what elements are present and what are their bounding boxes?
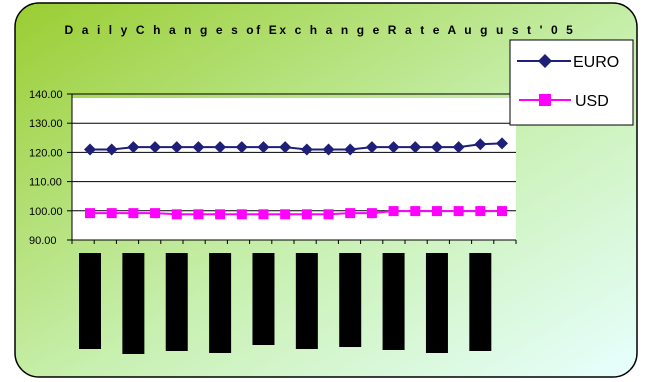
data-point <box>128 208 139 219</box>
series-layer <box>84 137 508 220</box>
data-point <box>497 206 507 217</box>
data-point <box>193 209 204 220</box>
x-tick-label-bar <box>339 253 362 347</box>
data-point <box>235 141 248 154</box>
data-point <box>323 209 334 220</box>
x-tick-label-bar <box>122 253 145 354</box>
data-point <box>279 141 292 154</box>
data-point <box>475 206 486 217</box>
chart-title: D a i l y C h a n g e s of Ex c h a n g … <box>65 23 576 37</box>
data-point <box>192 141 205 154</box>
data-point <box>301 209 312 220</box>
data-point <box>106 208 117 219</box>
legend-usd-marker <box>539 94 551 106</box>
x-tick-label-bar <box>165 253 188 351</box>
legend-box <box>509 39 634 126</box>
data-point <box>105 143 118 156</box>
data-point <box>300 143 313 156</box>
data-point <box>366 208 377 219</box>
data-point <box>127 141 140 154</box>
data-point <box>452 141 465 154</box>
x-tick-label-bar <box>209 253 232 353</box>
data-point <box>84 143 96 156</box>
y-axis: 140.00 130.00 120.00 110.00 100.00 90.00 <box>29 89 517 247</box>
legend: EURO USD <box>509 39 634 126</box>
data-point <box>345 208 356 219</box>
y-tick-label: 140.00 <box>29 89 63 101</box>
data-point <box>365 141 378 154</box>
data-point <box>430 141 443 154</box>
x-tick-label-bar <box>252 253 275 345</box>
data-point <box>474 138 487 151</box>
data-point <box>322 143 335 156</box>
data-point <box>170 141 183 154</box>
legend-usd-label: USD <box>575 93 609 110</box>
legend-euro-label: EURO <box>573 54 619 71</box>
data-point <box>150 208 161 219</box>
x-tick-label-bar <box>469 253 492 351</box>
y-tick-label: 100.00 <box>29 206 63 218</box>
data-point <box>149 141 162 154</box>
plot-area <box>72 98 516 240</box>
data-point <box>257 141 270 154</box>
data-point <box>387 141 400 154</box>
legend-euro-marker <box>538 54 552 68</box>
data-point <box>171 209 182 220</box>
data-point <box>215 209 226 220</box>
x-tick-label-bar <box>382 253 405 350</box>
y-tick-label: 120.00 <box>29 147 63 159</box>
x-tick-label-bar <box>295 253 318 349</box>
data-point <box>388 206 399 217</box>
data-point <box>85 208 95 219</box>
data-point <box>496 137 508 150</box>
data-point <box>344 143 357 156</box>
x-tick-label-bar <box>79 253 101 349</box>
x-tick-label-bars <box>79 253 492 354</box>
data-point <box>258 209 269 220</box>
y-tick-label: 130.00 <box>29 118 63 130</box>
y-tick-label: 90.00 <box>29 235 57 247</box>
data-point <box>410 206 421 217</box>
data-point <box>409 141 422 154</box>
series-usd <box>85 206 507 220</box>
data-point <box>431 206 442 217</box>
data-point <box>453 206 464 217</box>
series-euro <box>84 137 508 156</box>
data-point <box>280 209 291 220</box>
data-point <box>214 141 227 154</box>
y-tick-label: 110.00 <box>29 177 62 189</box>
data-point <box>236 209 247 220</box>
x-tick-label-bar <box>425 253 448 353</box>
